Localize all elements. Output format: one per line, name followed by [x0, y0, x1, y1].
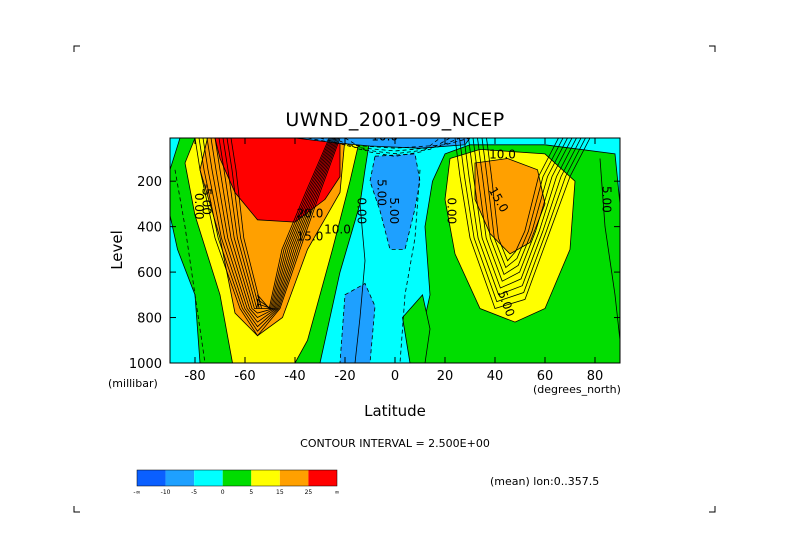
x-tick-label: 80 [587, 369, 604, 384]
contour-value-label: 0.00 [192, 193, 206, 220]
contour-plot-area: -10.010.015.0 5.000.005.005.005.00-5.000.… [170, 130, 620, 363]
easterly-contour [319, 138, 461, 152]
footer-note: (mean) lon:0..357.5 [490, 475, 599, 488]
x-tick-label: -20 [334, 369, 355, 384]
x-tick-label: -60 [234, 369, 255, 384]
sh-jet-contour [226, 138, 331, 310]
colorbar-swatch [308, 470, 337, 486]
sh-jet-contour [194, 138, 341, 337]
easterly-contour [344, 138, 441, 157]
contour-value-label: 20.0 [297, 207, 324, 221]
contour-interval-note: CONTOUR INTERVAL = 2.500E+00 [300, 437, 490, 450]
nh-jet-contour [454, 138, 591, 309]
contour-value-label: -5.00 [200, 184, 214, 215]
x-axis: -80 -60 -40 -20 0 20 40 60 80 [184, 138, 603, 384]
colorbar-frame [136, 469, 338, 487]
colorbar-label: -10 [161, 489, 171, 496]
x-axis-unit: (degrees_north) [533, 383, 621, 396]
x-tick-label: 60 [537, 369, 554, 384]
colorbar-label: -∞ [133, 489, 140, 496]
nh-jet-contour [459, 138, 586, 303]
sh-jet-contour [202, 138, 338, 328]
colorbar-label: 5 [249, 489, 253, 496]
contour-value-label: 0.00 [445, 197, 459, 224]
trop-zero-contour [354, 203, 366, 363]
easterly-mid [369, 153, 421, 250]
colorbar-swatch [222, 470, 252, 486]
nh-jet-contour [468, 138, 577, 289]
contour-value-label: 0.00 [355, 197, 369, 224]
easterly-low [339, 282, 376, 363]
y-tick-label: 400 [137, 221, 162, 236]
contour-value-label: 5.00 [375, 179, 389, 206]
nh-jet-contour [481, 138, 564, 269]
contour-value-label: 10.0 [324, 222, 351, 236]
y-axis-unit: (millibar) [108, 377, 158, 390]
sh-jet-contour [210, 138, 336, 318]
y-tick-label: 600 [137, 266, 162, 281]
colorbar-swatch [251, 470, 280, 486]
contour-labels: -10.010.015.0 5.000.005.005.005.00-5.000.… [192, 130, 614, 319]
x-axis-label: Latitude [364, 402, 426, 420]
x-tick-label: 20 [437, 369, 454, 384]
sh-jet-contour [218, 138, 334, 309]
sh-jet-contour [206, 138, 337, 323]
y-axis: 200 400 600 800 1000 [129, 175, 620, 372]
sh-jet-contour [230, 138, 330, 310]
y-axis-label: Level [108, 230, 126, 270]
contour-value-label: 15.0 [297, 229, 324, 243]
colorbar-swatch [194, 470, 223, 486]
contour-value-label: 10.0 [489, 147, 516, 161]
nh-jet-contour [463, 138, 582, 296]
nh-jet-contour [486, 138, 559, 262]
x-tick-label: 40 [487, 369, 504, 384]
easterly-contour [332, 138, 451, 155]
contour-value-label: 5.00 [600, 186, 614, 213]
colorbar-swatch [165, 470, 195, 486]
contour-value-label: 5.00 [387, 197, 401, 224]
chart-title: UWND_2001-09_NCEP [285, 109, 504, 131]
x-tick-label: -40 [284, 369, 305, 384]
y-tick-label: 1000 [129, 357, 162, 372]
contour-value-label: -10.0 [367, 130, 398, 144]
colorbar-swatch [279, 470, 309, 486]
colorbar-label: -5 [191, 489, 197, 496]
y-tick-label: 200 [137, 175, 162, 190]
y-tick-label: 800 [137, 312, 162, 327]
westerly-patch-low [402, 293, 431, 363]
sh-jet-contour [222, 138, 332, 310]
colorbar-label: 15 [276, 489, 284, 496]
colorbar-label: 25 [305, 489, 313, 496]
contour-lines [174, 138, 620, 363]
nh-jet-contour [472, 138, 573, 282]
sh-polar-contour [174, 169, 206, 363]
crop-marks [73, 45, 716, 513]
colorbar-swatch [137, 470, 166, 486]
colorbar-legend: -∞ -10 -5 0 5 15 25 ∞ [133, 469, 340, 496]
colorbar-label: ∞ [335, 489, 340, 496]
x-tick-label: 0 [391, 369, 399, 384]
nh-jet-contour [477, 138, 568, 276]
sh-jet-contour [214, 138, 335, 314]
x-tick-label: -80 [184, 369, 205, 384]
colorbar-label: 0 [221, 489, 225, 496]
sh-jet-contour [198, 138, 340, 332]
